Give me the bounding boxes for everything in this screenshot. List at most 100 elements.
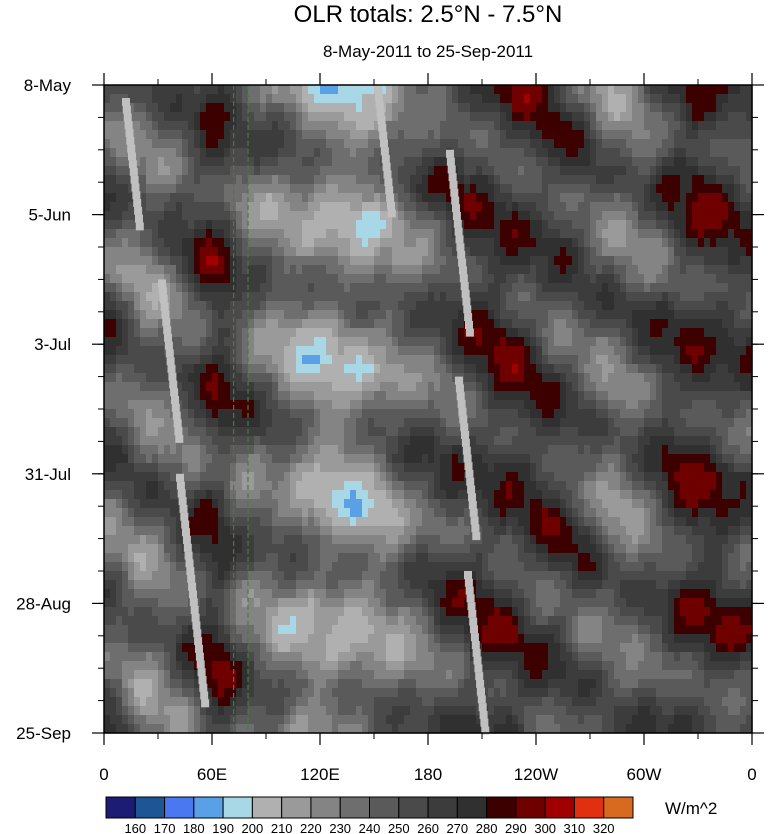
heatmap-cell [518, 274, 525, 284]
heatmap-cell [350, 436, 357, 446]
heatmap-cell [596, 454, 603, 464]
heatmap-cell [470, 175, 477, 185]
heatmap-cell [272, 301, 279, 311]
heatmap-cell [338, 166, 345, 176]
heatmap-cell [728, 175, 735, 185]
heatmap-cell [590, 283, 597, 293]
heatmap-cell [254, 85, 261, 95]
heatmap-cell [626, 400, 633, 410]
heatmap-cell [440, 247, 447, 257]
heatmap-cell [236, 490, 243, 500]
heatmap-cell [170, 337, 177, 347]
heatmap-cell [704, 157, 711, 167]
heatmap-cell [236, 427, 243, 437]
heatmap-cell [374, 436, 381, 446]
heatmap-cell [662, 283, 669, 293]
heatmap-cell [554, 328, 561, 338]
heatmap-cell [740, 481, 747, 491]
heatmap-cell [530, 454, 537, 464]
heatmap-cell [176, 355, 183, 365]
heatmap-cell [668, 364, 675, 374]
heatmap-cell [536, 94, 543, 104]
heatmap-cell [200, 283, 207, 293]
heatmap-cell [254, 499, 261, 509]
heatmap-cell [656, 472, 663, 482]
heatmap-cell [296, 292, 303, 302]
heatmap-cell [734, 130, 741, 140]
heatmap-cell [278, 112, 285, 122]
heatmap-cell [710, 85, 717, 95]
heatmap-cell [710, 490, 717, 500]
heatmap-cell [224, 454, 231, 464]
heatmap-cell [434, 274, 441, 284]
heatmap-cell [176, 454, 183, 464]
heatmap-cell [728, 220, 735, 230]
heatmap-cell [302, 139, 309, 149]
heatmap-cell [152, 166, 159, 176]
heatmap-cell [260, 355, 267, 365]
heatmap-cell [338, 94, 345, 104]
heatmap-cell [692, 391, 699, 401]
heatmap-cell [578, 427, 585, 437]
heatmap-cell [680, 211, 687, 221]
heatmap-cell [224, 445, 231, 455]
heatmap-cell [416, 202, 423, 212]
heatmap-cell [644, 346, 651, 356]
heatmap-cell [692, 220, 699, 230]
heatmap-cell [332, 382, 339, 392]
heatmap-cell [158, 472, 165, 482]
heatmap-cell [368, 436, 375, 446]
heatmap-cell [308, 355, 315, 365]
heatmap-cell [368, 346, 375, 356]
heatmap-cell [368, 400, 375, 410]
heatmap-cell [662, 112, 669, 122]
heatmap-cell [524, 310, 531, 320]
heatmap-cell [392, 94, 399, 104]
heatmap-cell [404, 157, 411, 167]
heatmap-cell [158, 355, 165, 365]
heatmap-cell [122, 220, 129, 230]
heatmap-cell [440, 157, 447, 167]
heatmap-cell [110, 148, 117, 158]
heatmap-cell [134, 454, 141, 464]
heatmap-cell [536, 400, 543, 410]
heatmap-cell [428, 346, 435, 356]
heatmap-cell [692, 445, 699, 455]
heatmap-cell [284, 184, 291, 194]
heatmap-cell [416, 454, 423, 464]
heatmap-cell [104, 121, 111, 131]
heatmap-cell [632, 373, 639, 383]
heatmap-cell [500, 346, 507, 356]
heatmap-cell [728, 130, 735, 140]
heatmap-cell [128, 85, 135, 95]
heatmap-cell [272, 238, 279, 248]
heatmap-cell [218, 445, 225, 455]
heatmap-cell [218, 112, 225, 122]
heatmap-cell [686, 472, 693, 482]
heatmap-cell [566, 175, 573, 185]
heatmap-cell [260, 373, 267, 383]
heatmap-cell [356, 463, 363, 473]
heatmap-cell [140, 265, 147, 275]
heatmap-cell [212, 481, 219, 491]
heatmap-cell [242, 130, 249, 140]
heatmap-cell [494, 337, 501, 347]
heatmap-cell [590, 445, 597, 455]
heatmap-cell [560, 346, 567, 356]
heatmap-cell [428, 400, 435, 410]
heatmap-cell [320, 445, 327, 455]
heatmap-cell [338, 427, 345, 437]
heatmap-cell [218, 229, 225, 239]
heatmap-cell [356, 139, 363, 149]
heatmap-cell [746, 148, 753, 158]
heatmap-cell [446, 283, 453, 293]
heatmap-cell [692, 256, 699, 266]
heatmap-cell [734, 481, 741, 491]
heatmap-cell [380, 355, 387, 365]
heatmap-cell [248, 148, 255, 158]
heatmap-cell [104, 445, 111, 455]
heatmap-cell [410, 373, 417, 383]
heatmap-cell [116, 400, 123, 410]
heatmap-cell [560, 238, 567, 248]
heatmap-cell [314, 211, 321, 221]
